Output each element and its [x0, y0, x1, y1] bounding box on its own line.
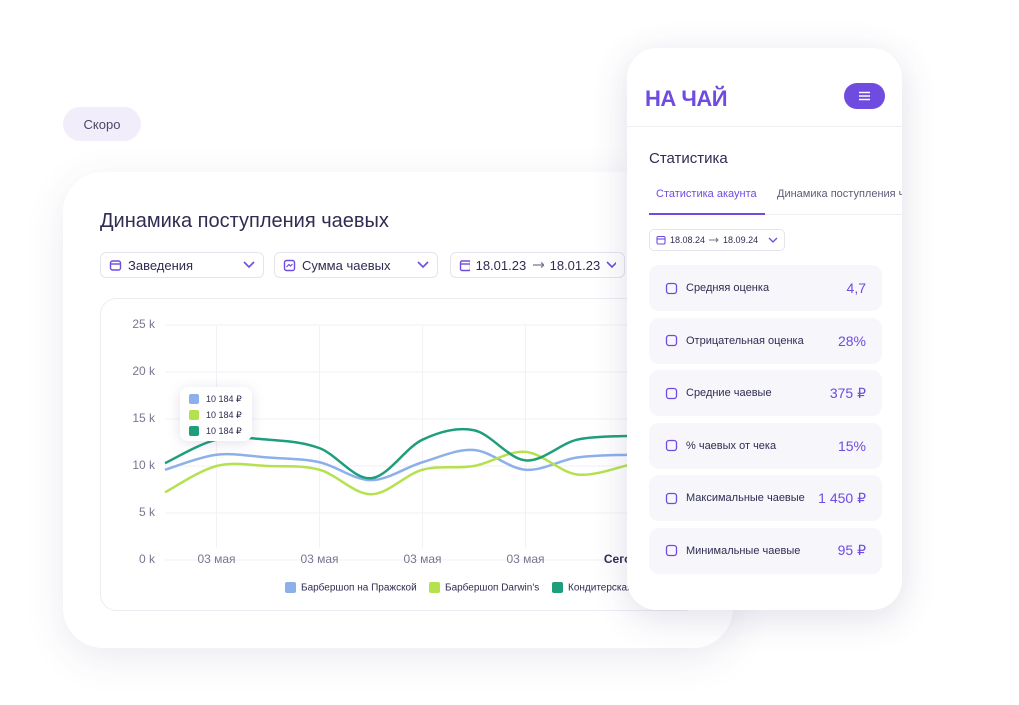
- y-tick-label: 10 k: [132, 458, 156, 472]
- filter-label: Заведения: [128, 257, 194, 273]
- stat-label: % чаевых от чека: [686, 439, 777, 452]
- phone: НА ЧАЙ Статистика Статистика акаунта Дин…: [627, 48, 902, 610]
- arrow: [533, 262, 544, 268]
- icon: [283, 259, 296, 271]
- filter[interactable]: Сумма чаевых: [274, 252, 438, 278]
- stat-icon: [665, 439, 678, 452]
- date-from: 18.08.24: [670, 235, 706, 245]
- y-tick-label: 20 k: [132, 364, 156, 378]
- filter-label: Сумма чаевых: [302, 257, 391, 273]
- stat-label: Средняя оценка: [686, 282, 770, 294]
- stat-value: 375 ₽: [829, 384, 866, 401]
- x-tick-label: 03 мая: [506, 552, 544, 566]
- legend-swatch: [285, 582, 296, 593]
- stat-label: Минимальные чаевые: [686, 544, 801, 557]
- chart: 0 k 5 k 10 k 15 k 20 k 25 k 03 мая 03 мая 03 мая…: [100, 298, 701, 611]
- tab[interactable]: Статистика акаунта: [656, 188, 757, 200]
- tooltip-value: 10 184 ₽: [206, 426, 242, 436]
- tab[interactable]: Динамика поступления ч: [777, 188, 902, 200]
- dashboard-title: Динамика поступления чаевых: [100, 210, 389, 232]
- stat-row: Минимальные чаевые 95 ₽: [649, 527, 882, 574]
- stat-label: Средние чаевые: [686, 387, 772, 399]
- stat-icon: [665, 334, 678, 347]
- date-to: 18.09.24: [723, 235, 759, 245]
- tooltip-swatch: [189, 410, 199, 420]
- logo: НА ЧАЙ: [645, 86, 728, 111]
- menu-icon: [859, 91, 870, 101]
- stat-row: Максимальные чаевые 1 450 ₽: [649, 475, 882, 521]
- y-tick-label: 0 k: [139, 552, 156, 566]
- tab-baseline: [649, 214, 902, 215]
- x-tick-label: 03 мая: [403, 552, 441, 566]
- line: [164, 448, 629, 482]
- date-from: 18.01.23: [475, 257, 527, 273]
- menu-button[interactable]: [844, 83, 885, 109]
- y-tick-label: 15 k: [132, 411, 156, 425]
- tooltip-value: 10 184 ₽: [206, 410, 242, 420]
- legend-swatch: [552, 582, 563, 593]
- stat-icon: [665, 492, 678, 504]
- date-to: 18.01.23: [549, 257, 601, 273]
- tooltip-value: 10 184 ₽: [206, 394, 242, 404]
- icon: [109, 259, 122, 271]
- legend-label: Кондитерская: [568, 583, 633, 594]
- stat-value: 4,7: [846, 280, 866, 296]
- legend-label: Барбершоп на Пражской: [301, 582, 417, 594]
- stat-icon: [665, 544, 678, 557]
- stat-label: Максимальные чаевые: [686, 492, 805, 504]
- stat-value: 28%: [837, 332, 866, 349]
- chevron: [768, 237, 778, 243]
- stat-value: 15%: [837, 437, 866, 454]
- icon: [656, 235, 666, 245]
- icon: [459, 259, 470, 271]
- date-filter[interactable]: 18.01.23 18.01.23: [450, 252, 625, 278]
- date-filter[interactable]: 18.08.24 18.09.24: [649, 229, 786, 251]
- section-title: Статистика: [649, 150, 728, 167]
- stat-row: Отрицательная оценка 28%: [649, 317, 882, 364]
- stat-label: Отрицательная оценка: [686, 334, 804, 347]
- badge: Скоро: [63, 107, 141, 141]
- divider: [627, 126, 902, 127]
- stat-value: 95 ₽: [837, 542, 866, 558]
- tooltip-swatch: [189, 426, 199, 436]
- y-tick-label: 5 k: [139, 505, 156, 519]
- x-tick-label: 03 мая: [197, 552, 235, 566]
- legend-label: Барбершоп Darwin's: [445, 582, 539, 594]
- legend-swatch: [429, 582, 440, 593]
- chevron: [606, 261, 616, 269]
- chevron: [417, 261, 429, 269]
- stat-row: Средние чаевые 375 ₽: [649, 370, 882, 416]
- filter[interactable]: Заведения: [100, 252, 264, 278]
- tab-indicator: [649, 213, 765, 215]
- stat-value: 1 450 ₽: [818, 489, 866, 506]
- x-tick-label: 03 мая: [300, 552, 338, 566]
- tooltip-swatch: [189, 394, 199, 404]
- chevron: [243, 261, 255, 269]
- stat-icon: [665, 282, 678, 294]
- y-tick-label: 25 k: [132, 317, 156, 331]
- line: [164, 450, 629, 496]
- arrow: [709, 237, 719, 243]
- stat-row: % чаевых от чека 15%: [649, 422, 882, 469]
- stat-icon: [665, 387, 678, 399]
- stat-row: Средняя оценка 4,7: [649, 265, 882, 311]
